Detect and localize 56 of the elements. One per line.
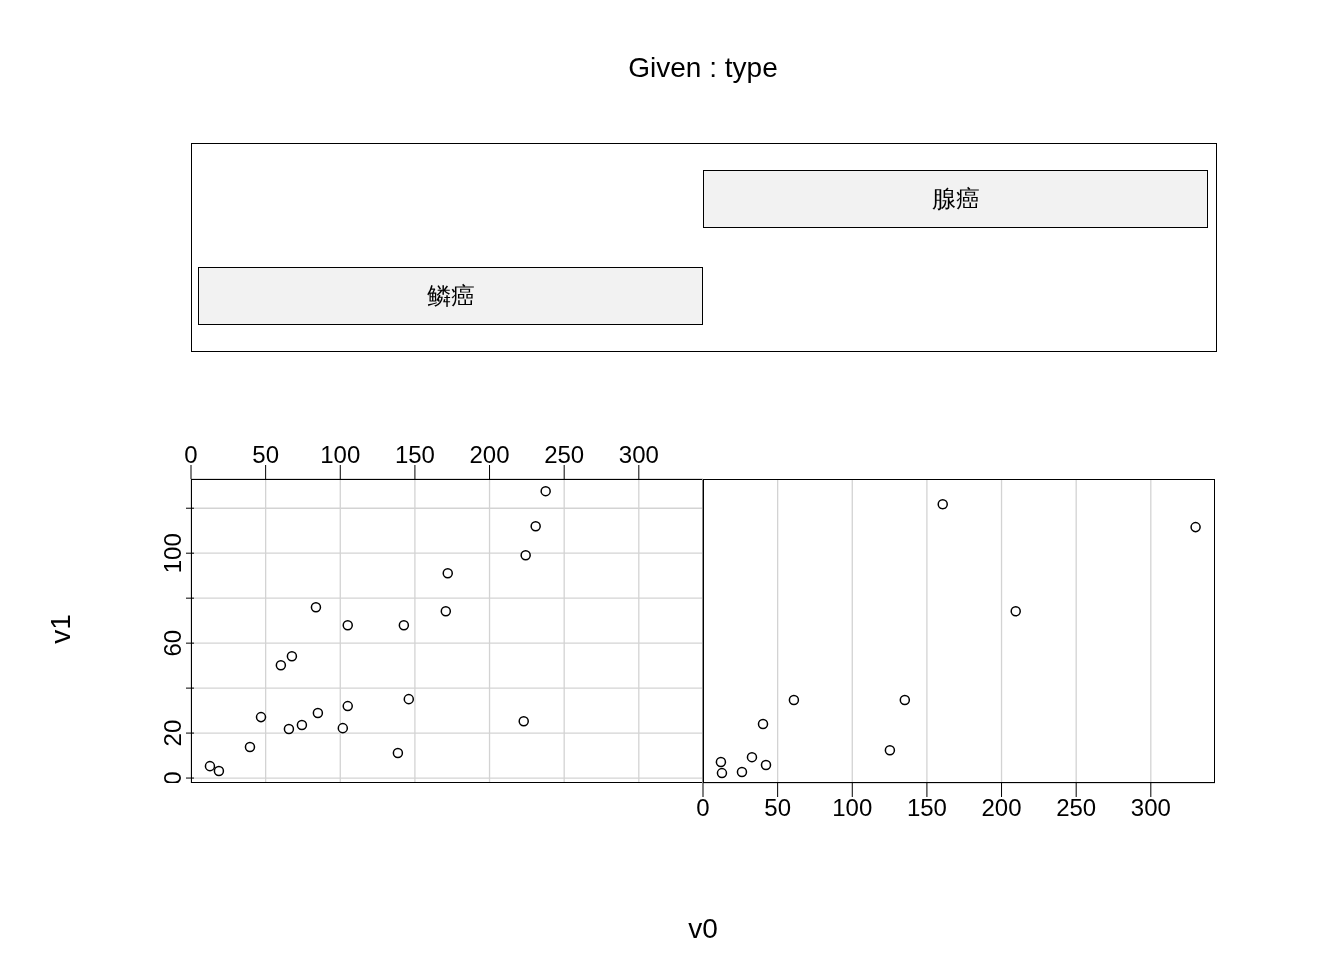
- y-axis-title: v1: [44, 614, 77, 644]
- x-tick-label: 300: [1130, 794, 1171, 822]
- x-tick-label: 50: [252, 441, 279, 468]
- point: [283, 723, 295, 735]
- point: [342, 619, 353, 631]
- y-tick-label: 60: [159, 629, 186, 657]
- x-tick-label: 100: [320, 441, 361, 468]
- x-tick-label: 0: [696, 794, 710, 822]
- y-tick-label: 20: [159, 719, 186, 747]
- point: [520, 549, 531, 561]
- point: [244, 741, 256, 753]
- point: [518, 715, 529, 727]
- point: [286, 650, 298, 662]
- point: [440, 605, 452, 617]
- point: [275, 659, 287, 671]
- point: [398, 619, 410, 631]
- point: [213, 765, 225, 777]
- x-tick-label: 50: [764, 794, 791, 822]
- point: [255, 711, 267, 723]
- point: [204, 760, 216, 772]
- point: [1190, 521, 1201, 533]
- point: [540, 485, 551, 497]
- x-tick-label: 250: [1056, 794, 1097, 822]
- point: [899, 694, 911, 706]
- point: [715, 756, 727, 768]
- x-tick-label: 200: [981, 794, 1022, 822]
- x-tick-label: 300: [618, 441, 659, 468]
- x-tick-label: 250: [544, 441, 585, 468]
- x-tick-label: 200: [469, 441, 510, 468]
- point: [760, 759, 772, 771]
- x-tick-label: 100: [832, 794, 873, 822]
- point: [312, 707, 324, 719]
- x-tick-label: 150: [394, 441, 435, 468]
- label-box: 鳞癌: [198, 267, 703, 325]
- point: [716, 767, 728, 779]
- point: [342, 700, 353, 712]
- x-axis-title: v0: [687, 913, 719, 945]
- point: [296, 719, 308, 731]
- x-tick-label: 150: [906, 794, 947, 822]
- point: [757, 718, 769, 730]
- text: Given : type: [627, 52, 779, 84]
- point: [746, 751, 758, 763]
- point: [403, 693, 415, 705]
- y-tick-label: 0: [159, 771, 186, 785]
- point: [337, 722, 349, 734]
- point: [884, 744, 896, 756]
- label-box: 腺癌: [703, 170, 1208, 228]
- point: [392, 747, 404, 759]
- y-tick-label: 100: [159, 533, 186, 574]
- point: [442, 567, 454, 579]
- point: [310, 601, 322, 613]
- point: [736, 766, 748, 778]
- point: [937, 498, 948, 510]
- point: [1010, 605, 1021, 617]
- point: [530, 520, 541, 532]
- point: [788, 694, 800, 706]
